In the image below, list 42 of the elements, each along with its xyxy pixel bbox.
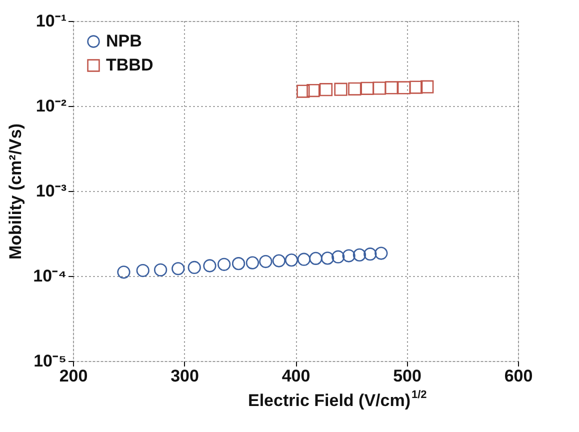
point [284,254,298,267]
point [246,256,260,270]
point [332,250,345,264]
point [360,82,374,95]
point [296,84,310,98]
point [319,83,333,96]
point [172,262,185,276]
y-axis-title: Mobility (cm²/Vs) [6,123,26,260]
point [154,263,168,276]
point [272,254,286,268]
point [297,252,311,266]
point [364,248,377,261]
point [259,254,272,268]
point [232,257,246,270]
y-tick-label: 10⁻⁴ [33,266,66,286]
point [384,81,398,94]
point [342,249,356,262]
point [136,264,150,278]
legend-label: TBBD [106,56,154,74]
point [309,252,322,265]
y-tick-label: 10⁻¹ [36,12,67,30]
point [348,82,362,96]
y-tick-label: 10⁻³ [36,182,67,200]
point [410,80,423,94]
y-tick-label: 10⁻² [36,96,67,116]
x-tick-label: 300 [170,366,199,386]
point [320,252,334,265]
x-tick-label: 500 [393,366,422,386]
point [420,80,434,94]
point [306,84,320,98]
point [374,246,388,260]
x-tick-label: 600 [504,366,533,386]
point [352,248,366,262]
point [397,81,411,94]
x-tick-label: 400 [282,366,310,386]
point [218,258,231,271]
point [334,82,348,96]
point [372,82,386,95]
point [117,266,130,279]
point [188,260,201,274]
point [203,259,216,272]
legend-label: NPB [106,32,142,50]
